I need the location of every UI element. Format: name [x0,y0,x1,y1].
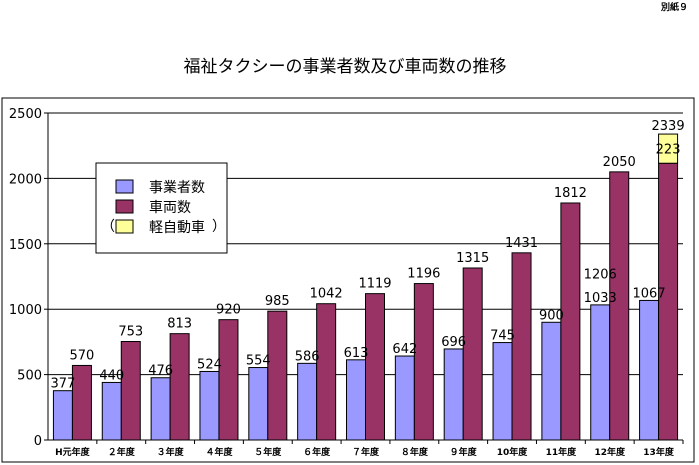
data-label-車両数-4: 985 [265,294,290,309]
bar-車両数-6 [365,293,385,441]
data-label-事業者数-0: 377 [51,377,76,392]
data-label-車両数-0: 570 [70,348,95,363]
bar-事業者数-1 [101,381,122,441]
bar-車両数-8 [462,267,483,441]
legend-prefix-2: （ [101,219,115,235]
x-tick-label-11: 12年度 [594,446,626,458]
x-tick-label-0: H元年度 [55,446,91,458]
x-tick-label-6: ７年度 [352,446,380,458]
bar-事業者数-7 [394,355,415,441]
legend-label-0: 事業者数 [149,180,205,196]
bar-車両数-5 [316,303,337,441]
chart-title: 福祉タクシーの事業者数及び車両数の推移 [184,57,507,77]
legend-swatch-1 [115,199,134,214]
legend-label-1: 車両数 [149,199,191,216]
data-label-車両数-9: 1431 [505,236,538,251]
x-tick-label-10: 11年度 [546,446,578,458]
data-label-事業者数-10: 900 [539,308,564,323]
y-tick-label-5: 2500 [9,107,42,122]
data-label-車両数-2: 813 [167,317,192,332]
bar-事業者数-5 [297,362,318,441]
legend-swatch-0 [115,179,134,194]
y-tick-label-3: 1500 [9,238,42,253]
bar-車両数-7 [413,283,434,441]
data-label-軽自動車-12: 223 [656,143,681,158]
bar-事業者数-11 [590,304,611,441]
bar-車両数-11 [609,171,630,441]
bar-事業者数-8 [443,348,464,441]
y-tick-label-1: 500 [17,369,42,384]
data-label-事業者数-5: 586 [295,349,320,364]
x-tick-label-1: ２年度 [108,446,136,458]
data-label-事業者数-9: 745 [490,329,515,344]
bar-車両数-2 [169,333,190,441]
y-tick-label-4: 2000 [9,172,42,187]
data-label-事業者数-12: 1067 [633,286,666,301]
bar-事業者数-12 [639,299,660,441]
data-label-車両数-10: 1812 [554,186,587,201]
corner-label: 別紙９ [660,1,688,13]
bar-事業者数-6 [346,359,366,441]
x-tick-label-8: ９年度 [450,446,478,458]
bar-事業者数-10 [541,321,562,441]
bar-車両数-1 [120,341,141,441]
bar-事業者数-3 [199,370,220,441]
bar-車両数-4 [267,310,288,441]
extra-label-0: 1206 [584,267,617,282]
data-label-事業者数-8: 696 [441,335,466,350]
legend-suffix-2: ） [212,219,226,235]
bar-事業者数-0 [52,390,73,441]
x-tick-label-5: ６年度 [303,446,331,458]
plot-area: 0 500 1000 1500 2000 2500 H元年度 377 570 ２年度 440 753 ３… [1,97,695,463]
data-label-事業者数-4: 554 [246,354,271,369]
data-label-事業者数-3: 524 [197,357,222,372]
bar-車両数-0 [71,364,92,441]
chart-frame [1,97,695,463]
extra-label-1: 2339 [652,119,685,134]
data-label-事業者数-1: 440 [99,368,124,383]
data-label-車両数-8: 1315 [456,251,489,266]
x-tick-label-12: 13年度 [643,446,675,458]
data-label-事業者数-2: 476 [148,364,173,379]
bar-事業者数-2 [150,377,171,441]
y-tick-label-2: 1000 [9,303,42,318]
bar-事業者数-9 [492,342,513,441]
x-tick-label-3: ４年度 [205,446,233,458]
bar-車両数-12 [658,162,679,441]
x-tick-label-2: ３年度 [157,446,185,458]
data-label-車両数-3: 920 [216,303,241,318]
y-tick-label-0: 0 [34,434,42,449]
bar-車両数-3 [218,319,239,441]
data-label-車両数-7: 1196 [407,267,440,282]
bar-車両数-10 [560,202,581,441]
bar-軽自動車-12 [658,133,679,164]
bar-車両数-9 [511,252,532,441]
data-label-事業者数-6: 613 [344,346,369,361]
data-label-事業者数-11: 1033 [584,291,617,306]
bar-事業者数-4 [248,367,269,441]
data-label-車両数-6: 1119 [358,277,391,292]
x-tick-label-9: 10年度 [497,446,529,458]
x-tick-label-4: ５年度 [254,446,282,458]
data-label-車両数-1: 753 [118,325,143,340]
data-label-車両数-5: 1042 [310,287,343,302]
x-tick-label-7: ８年度 [401,446,429,458]
legend-swatch-2 [115,219,134,234]
data-label-車両数-11: 2050 [603,155,636,170]
legend-label-2: 軽自動車 [149,219,205,236]
data-label-事業者数-7: 642 [392,342,417,357]
